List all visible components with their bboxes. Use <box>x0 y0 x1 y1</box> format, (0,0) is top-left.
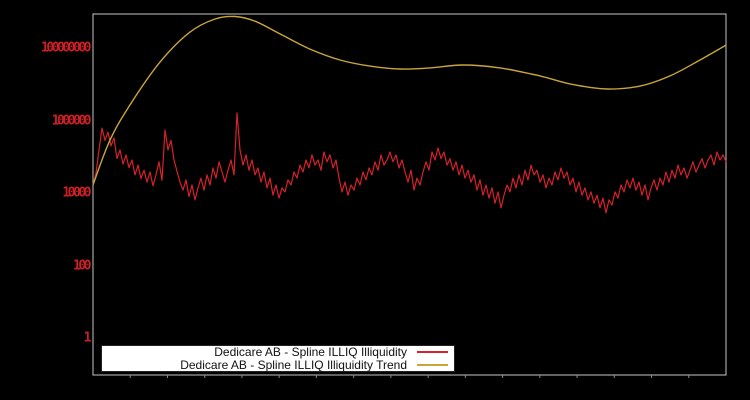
plot-border <box>92 13 727 376</box>
illiquidity-series-line <box>92 112 727 214</box>
y-axis-label-100000000: 100000000 <box>41 40 91 56</box>
legend-row-illiquidity: Dedicare AB - Spline ILLIQ Illiquidity <box>102 344 454 359</box>
legend-label-illiquidity: Dedicare AB - Spline ILLIQ Illiquidity <box>214 344 407 359</box>
y-axis-label-1000000: 1000000 <box>51 113 92 128</box>
legend-row-trend: Dedicare AB - Spline ILLIQ Illiquidity T… <box>102 357 454 372</box>
legend: Dedicare AB - Spline ILLIQ Illiquidity D… <box>101 345 455 372</box>
y-axis-label-100: 100 <box>73 258 91 273</box>
y-axis-label-1: 1 <box>83 330 92 346</box>
illiquidity-trend-line <box>92 15 727 186</box>
legend-line-sample-red <box>417 351 448 353</box>
legend-line-sample-gold <box>417 364 448 366</box>
y-axis-label-10000: 10000 <box>62 185 91 201</box>
legend-label-trend: Dedicare AB - Spline ILLIQ Illiquidity T… <box>180 357 407 372</box>
